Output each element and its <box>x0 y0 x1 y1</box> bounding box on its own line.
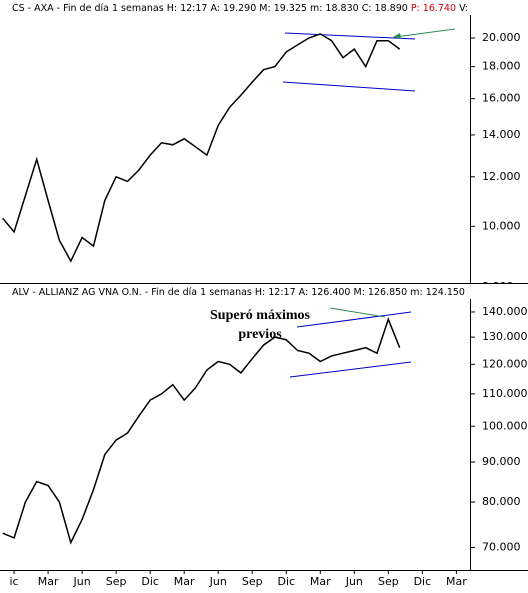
y-tick-label: 90.000 <box>482 455 521 468</box>
annotation: previos <box>238 327 282 342</box>
trend-line <box>296 311 412 328</box>
header-bg <box>0 284 528 299</box>
header: CS - AXA - Fin de día 1 semanas H: 12:17… <box>12 3 468 14</box>
y-tick-label: 12.000 <box>482 170 521 183</box>
header-title-tail: V: <box>459 3 468 14</box>
y-tick-label: 8.000 <box>482 280 514 293</box>
header-title-extra: P: 16.740 <box>411 3 456 14</box>
x-tick-label: Mar <box>174 575 195 588</box>
arrow <box>394 28 456 38</box>
panel-bottom: Superó máximos previos 70.000 80.000 90.00… <box>0 284 528 570</box>
annotation: Superó máximos <box>210 308 311 323</box>
arrow <box>329 307 386 318</box>
y-tick-label: 20.000 <box>482 31 521 44</box>
y-tick-label: 100.000 <box>482 419 528 432</box>
x-tick-label: Dic <box>277 575 295 588</box>
x-tick-label: Mar <box>38 575 59 588</box>
y-tick-label: 110.000 <box>482 387 528 400</box>
header: ALV - ALLIANZ AG VNA O.N. - Fin de día 1… <box>12 287 465 298</box>
x-tick-label: Dic <box>141 575 159 588</box>
y-tick-label: 18.000 <box>482 60 521 73</box>
y-tick-label: 130.000 <box>482 330 528 343</box>
trend-line <box>289 361 412 378</box>
y-tick-label: 80.000 <box>482 495 521 508</box>
x-tick-label: Sep <box>106 575 127 588</box>
x-tick-label: Jun <box>209 575 227 588</box>
y-tick-label: 140.000 <box>482 305 528 318</box>
x-tick-label: Dic <box>414 575 432 588</box>
header-bg <box>0 0 528 15</box>
x-tick-label: Jun <box>345 575 363 588</box>
header-title: CS - AXA - Fin de día 1 semanas H: 12:17… <box>12 3 408 14</box>
x-tick-label: Mar <box>310 575 331 588</box>
x-tick-label: Mar <box>446 575 467 588</box>
header-title: ALV - ALLIANZ AG VNA O.N. - Fin de día 1… <box>12 287 465 298</box>
trend-line <box>282 81 416 92</box>
y-tick-label: 10.000 <box>482 219 521 232</box>
y-tick-label: 120.000 <box>482 357 528 370</box>
x-tick-label: ic <box>10 575 19 588</box>
arrow-head <box>393 33 401 39</box>
y-tick-label: 14.000 <box>482 128 521 141</box>
price-line <box>2 317 401 545</box>
y-tick-label: 16.000 <box>482 92 521 105</box>
panel-top: 8.000 10.000 12.000 14.000 16.000 18.000 20.00… <box>0 0 528 293</box>
x-tick-label: Jun <box>73 575 91 588</box>
y-tick-label: 70.000 <box>482 540 521 553</box>
trend-line <box>284 32 416 40</box>
x-tick-label: Sep <box>378 575 399 588</box>
price-line <box>2 33 401 263</box>
x-tick-label: Sep <box>242 575 263 588</box>
